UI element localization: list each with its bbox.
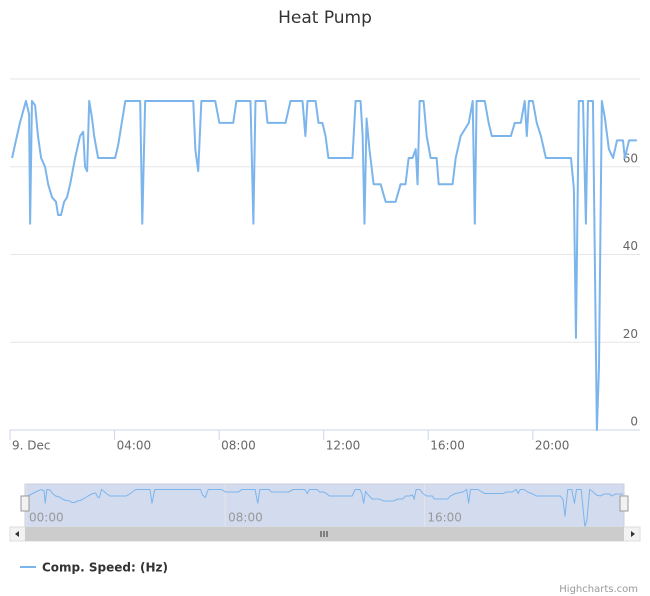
handle-right[interactable] bbox=[619, 495, 629, 512]
credits[interactable]: Highcharts.com bbox=[559, 584, 638, 595]
navigator-tick-label: 00:00 bbox=[29, 511, 64, 525]
x-tick-label: 16:00 bbox=[430, 439, 465, 453]
scroll-right[interactable] bbox=[631, 531, 635, 537]
x-tick-label: 04:00 bbox=[117, 439, 152, 453]
legend-label[interactable]: Comp. Speed: (Hz) bbox=[42, 561, 168, 575]
y-tick-label: 0 bbox=[630, 415, 638, 429]
scroll-left[interactable] bbox=[15, 531, 19, 537]
navigator-tick-label: 08:00 bbox=[228, 511, 263, 525]
chart-title: Heat Pump bbox=[278, 8, 372, 28]
x-tick-label: 08:00 bbox=[221, 439, 256, 453]
navigator-tick-label: 16:00 bbox=[427, 511, 462, 525]
x-tick-label: 12:00 bbox=[326, 439, 361, 453]
y-tick-label: 40 bbox=[623, 239, 638, 253]
navigator-handles bbox=[20, 495, 629, 512]
x-tick-label: 20:00 bbox=[535, 439, 570, 453]
series-line bbox=[11, 99, 637, 431]
scroll-grip bbox=[320, 531, 328, 537]
scrollbar bbox=[9, 526, 641, 542]
x-tick-label: 9. Dec bbox=[12, 439, 50, 453]
handle-left[interactable] bbox=[20, 495, 30, 512]
navigator-mask[interactable] bbox=[24, 483, 625, 528]
navigator-line bbox=[27, 488, 624, 528]
y-tick-label: 20 bbox=[623, 327, 638, 341]
navigator: 00:00 08:00 16:00 bbox=[24, 483, 625, 528]
plot bbox=[11, 99, 637, 431]
